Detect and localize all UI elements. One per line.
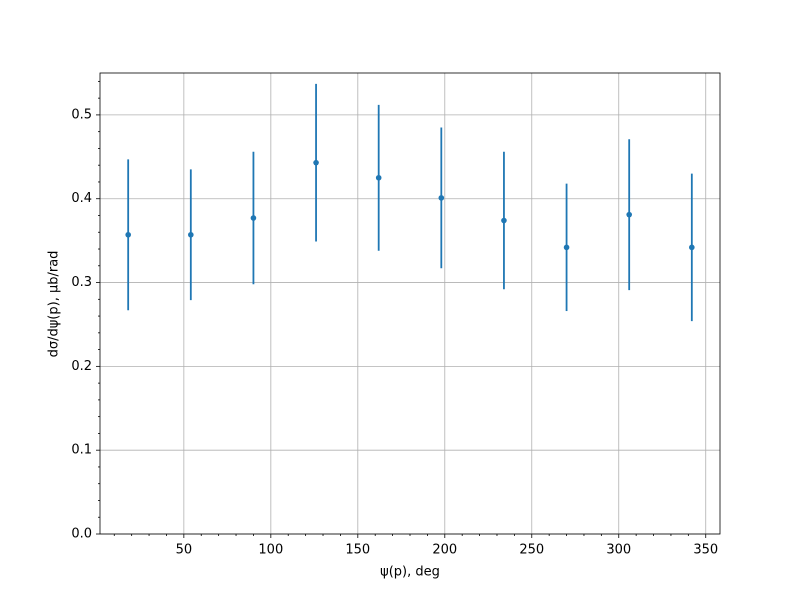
y-tick-label: 0.3 — [71, 275, 92, 290]
y-tick-label: 0.0 — [71, 527, 92, 542]
y-tick-label: 0.4 — [71, 191, 92, 206]
data-point — [563, 244, 570, 251]
data-point — [250, 215, 257, 221]
data-point — [689, 244, 695, 251]
x-tick-label: 100 — [258, 543, 283, 558]
y-tick-label: 0.2 — [71, 359, 92, 374]
data-point — [125, 231, 131, 238]
x-axis-label: ψ(p), deg — [380, 565, 440, 580]
x-tick-label: 200 — [432, 543, 457, 558]
data-point — [313, 159, 319, 166]
data-point — [188, 231, 194, 238]
data-point — [626, 211, 632, 218]
plot-frame — [99, 72, 721, 535]
x-tick-label: 150 — [345, 543, 370, 558]
data-point — [438, 195, 445, 201]
data-point — [501, 217, 507, 224]
y-axis-label: dσ/dψ(p), μb/rad — [47, 251, 62, 358]
x-tick-label: 300 — [606, 543, 631, 558]
y-tick-label: 0.1 — [71, 443, 92, 458]
x-tick-label: 50 — [176, 543, 193, 558]
x-tick-label: 350 — [693, 543, 718, 558]
data-point — [375, 174, 382, 181]
y-tick-label: 0.5 — [71, 107, 92, 122]
x-tick-label: 250 — [519, 543, 544, 558]
